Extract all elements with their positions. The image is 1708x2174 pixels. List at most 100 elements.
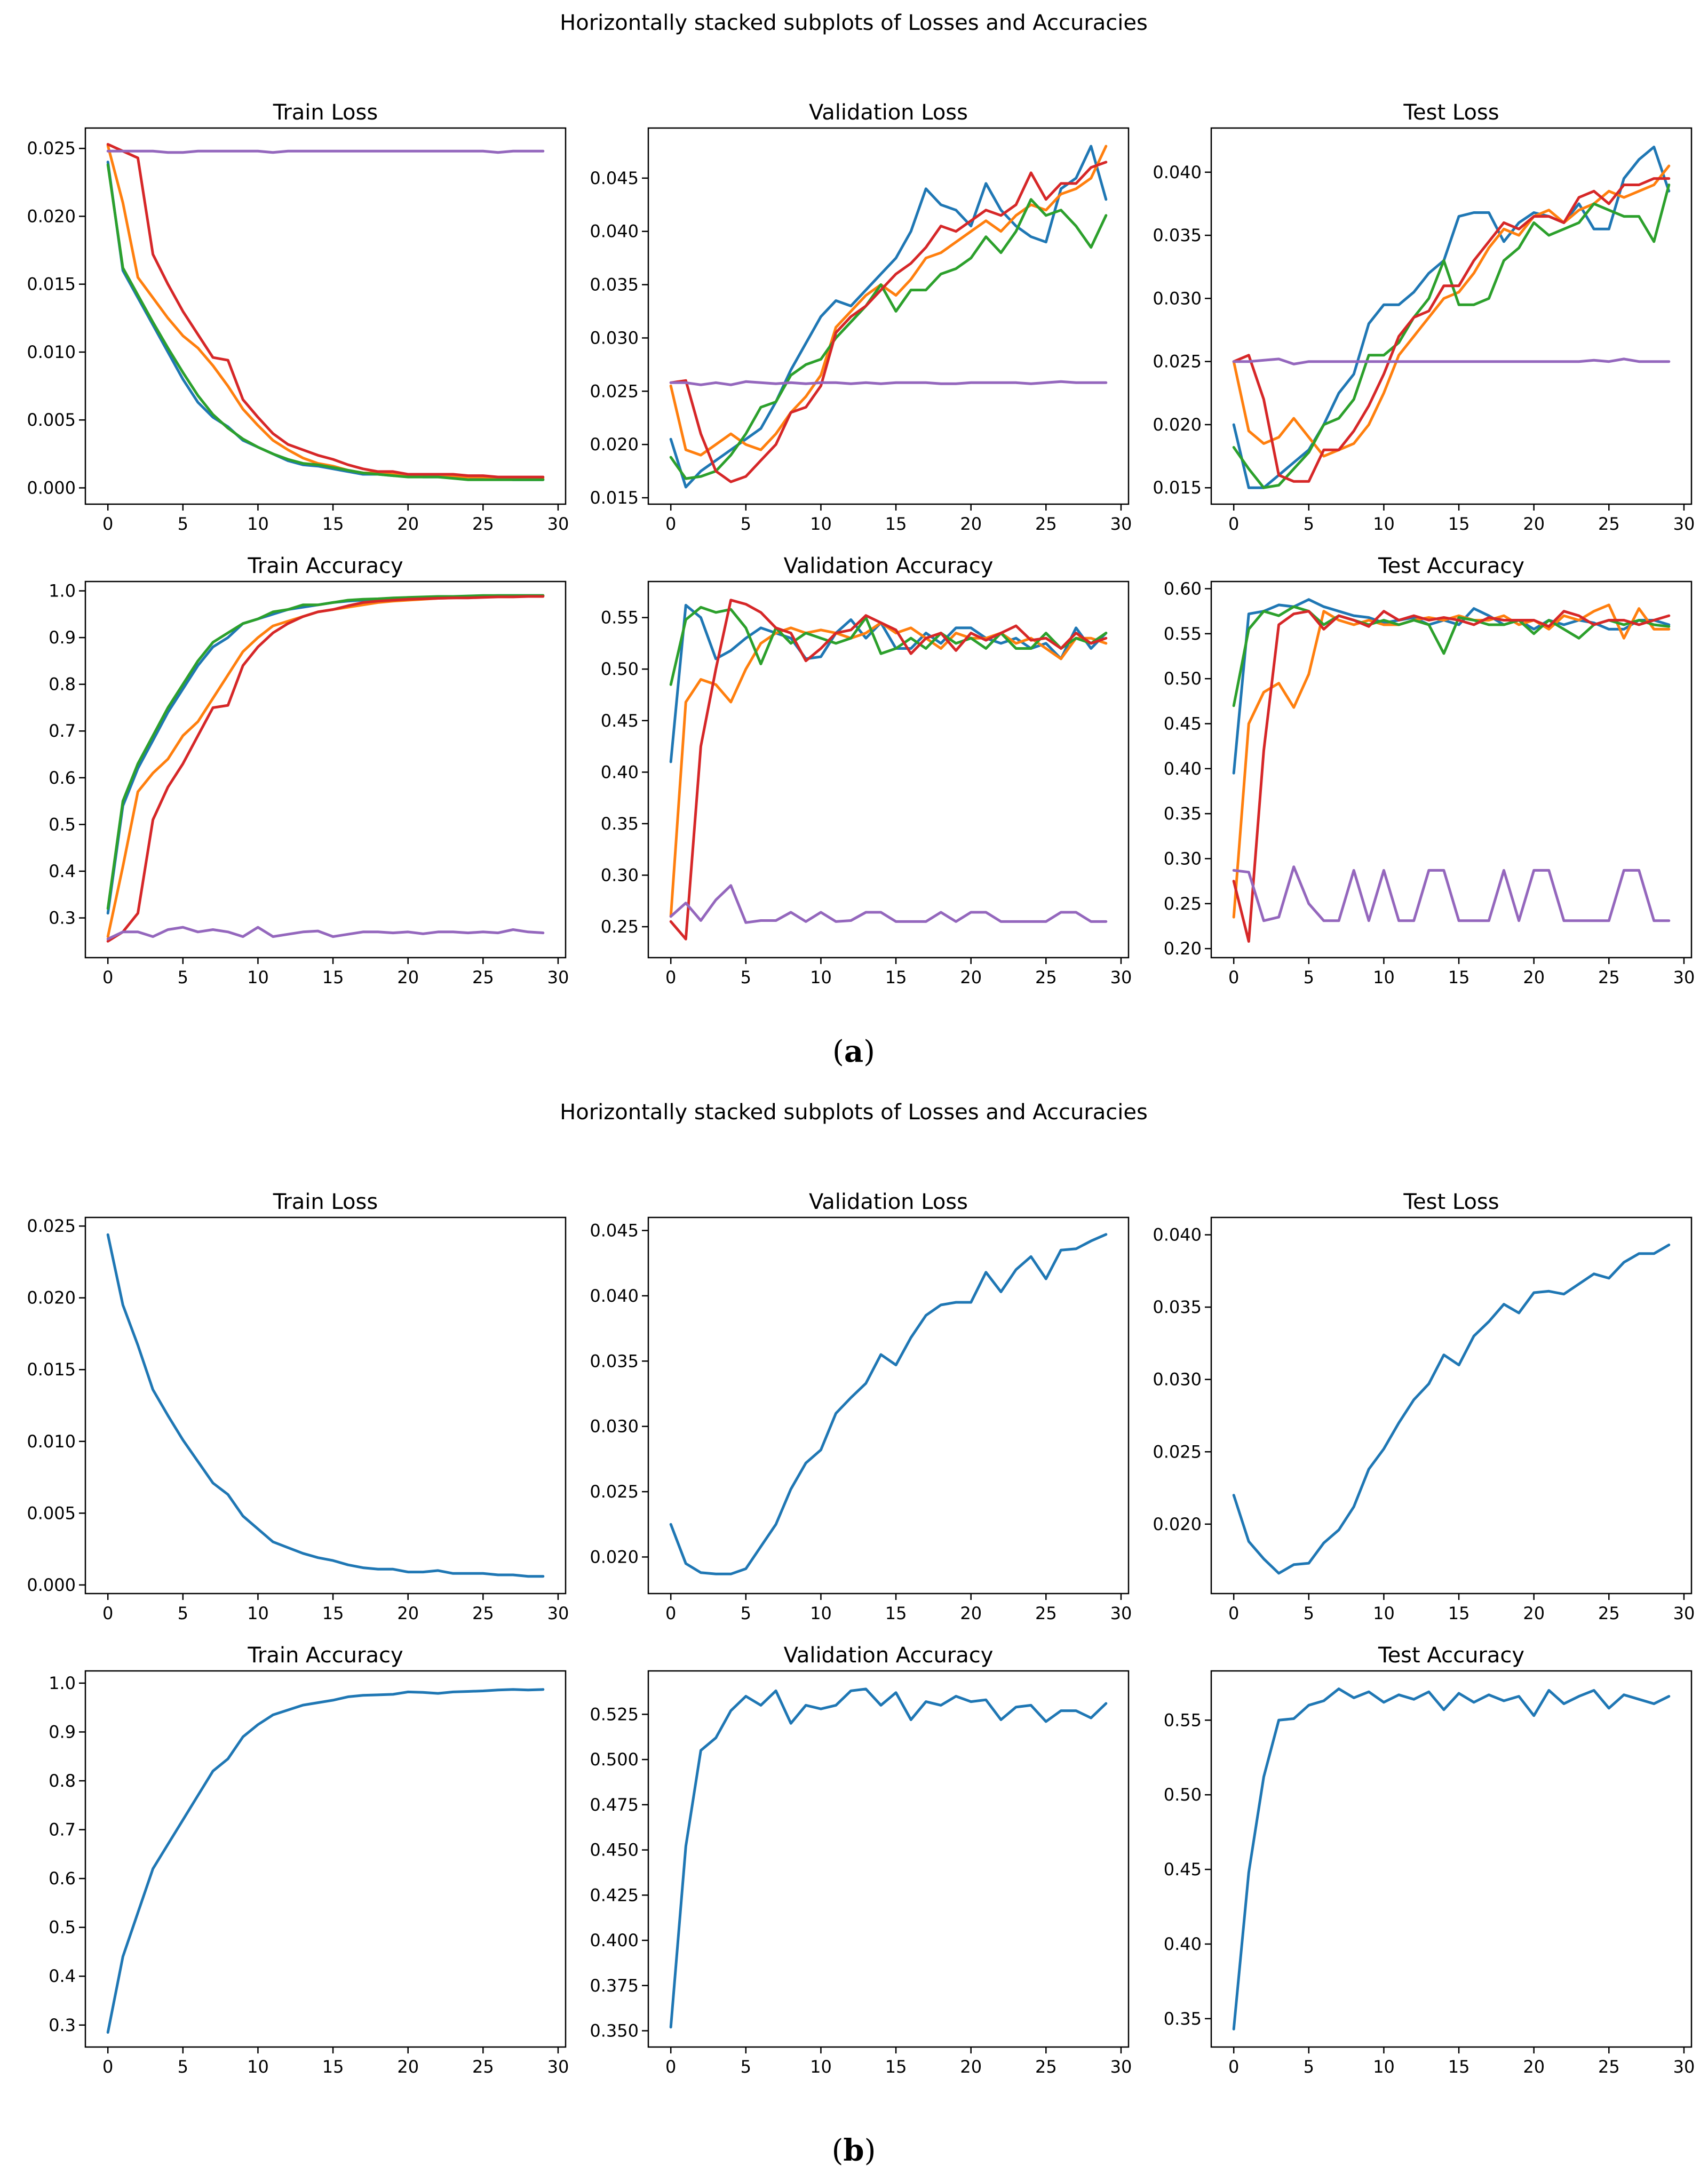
fig-b-validation-loss-xtick-label: 0 (665, 1603, 676, 1623)
fig-b-train-accuracy-axes-frame (84, 1670, 567, 2048)
fig-a-validation-loss-xtick-label: 15 (885, 514, 907, 534)
fig-a-validation-loss-ytick-label: 0.025 (590, 381, 639, 401)
fig-b-train-accuracy-xtick-label: 0 (102, 2057, 113, 2077)
fig-b-validation-accuracy-xtick-label: 5 (741, 2057, 751, 2077)
fig-b-validation-loss-line-run1 (669, 1233, 1108, 1575)
fig-b-validation-loss-xtick-label: 25 (1035, 1603, 1057, 1623)
fig-b-validation-accuracy-xtick-label: 15 (885, 2057, 907, 2077)
fig-b-validation-accuracy-subplot: Validation Accuracy 0 5 10 15 20 25 30 0.350 0.37… (590, 1643, 1132, 2077)
fig-a-test-loss-line-run2 (1232, 164, 1671, 458)
fig-a-validation-accuracy-ytick-label: 0.25 (601, 917, 639, 937)
fig-b-train-loss-xtick-label: 0 (102, 1603, 113, 1623)
fig-b-train-accuracy-xtick-label: 20 (397, 2057, 419, 2077)
fig-a-test-accuracy-ytick-label: 0.40 (1164, 759, 1202, 779)
fig-a-test-loss-ytick-label: 0.040 (1153, 162, 1202, 182)
figure-b-label-open: ( (832, 2133, 844, 2168)
figure-a-label-letter: a (844, 1034, 863, 1069)
fig-b-train-accuracy-ytick-label: 1.0 (49, 1673, 76, 1693)
fig-a-validation-accuracy-xtick-label: 10 (810, 967, 832, 988)
fig-b-validation-loss-ytick-label: 0.040 (590, 1286, 639, 1306)
fig-b-validation-accuracy-ytick-label: 0.350 (590, 2020, 639, 2041)
fig-b-test-loss-axes-frame (1210, 1216, 1693, 1595)
fig-a-validation-loss-xtick-label: 0 (665, 514, 676, 534)
fig-b-test-loss-xtick-label: 15 (1448, 1603, 1470, 1623)
fig-a-validation-accuracy-ytick-label: 0.55 (601, 608, 639, 628)
fig-a-validation-loss-ytick-label: 0.030 (590, 328, 639, 348)
fig-a-validation-loss-xtick-label: 5 (741, 514, 751, 534)
fig-a-validation-loss-xtick-label: 10 (810, 514, 832, 534)
fig-b-test-accuracy-line-run1 (1232, 1687, 1671, 2030)
fig-a-train-accuracy-ytick-label: 0.4 (49, 861, 76, 881)
fig-a-train-loss-axes-frame (84, 127, 567, 505)
fig-a-validation-accuracy-xtick-label: 20 (960, 967, 982, 988)
fig-a-test-accuracy-xtick-label: 25 (1598, 967, 1620, 988)
fig-a-train-loss-xtick-label: 0 (102, 514, 113, 534)
fig-a-train-loss-xtick-label: 25 (472, 514, 494, 534)
fig-b-test-accuracy-xtick-label: 25 (1598, 2057, 1620, 2077)
fig-b-validation-loss-ytick-label: 0.025 (590, 1482, 639, 1502)
fig-a-test-loss-line-run3 (1232, 184, 1671, 489)
fig-b-test-loss-xtick-label: 20 (1523, 1603, 1545, 1623)
fig-b-test-accuracy-title: Test Accuracy (1378, 1643, 1524, 1668)
figure-b-label: (b) (832, 2133, 876, 2168)
fig-b-train-loss-xtick-label: 15 (322, 1603, 344, 1623)
fig-b-train-accuracy-ytick-label: 0.4 (49, 1966, 76, 1986)
fig-b-train-accuracy-xtick-label: 15 (322, 2057, 344, 2077)
fig-a-test-accuracy-xtick-label: 0 (1228, 967, 1239, 988)
fig-a-validation-accuracy-subplot: Validation Accuracy 0 5 10 15 20 25 30 0.25 0.30 0… (601, 554, 1132, 988)
fig-b-train-loss-ytick-label: 0.025 (27, 1216, 76, 1236)
fig-a-test-loss-title: Test Loss (1403, 100, 1499, 125)
fig-a-test-loss-ytick-label: 0.025 (1153, 352, 1202, 372)
fig-a-train-accuracy-ytick-label: 0.7 (49, 721, 76, 741)
fig-a-train-accuracy-xtick-label: 0 (102, 967, 113, 988)
fig-a-validation-accuracy-ytick-label: 0.45 (601, 711, 639, 731)
fig-a-train-loss-title: Train Loss (273, 100, 378, 125)
fig-b-validation-loss-xtick-label: 30 (1110, 1603, 1132, 1623)
fig-a-validation-loss-line-run5 (669, 380, 1108, 386)
fig-a-test-loss-line-run4 (1232, 177, 1671, 483)
figure-a-label-close: ) (863, 1034, 875, 1069)
fig-b-train-loss-ytick-label: 0.000 (27, 1575, 76, 1595)
fig-a-test-accuracy-ytick-label: 0.20 (1164, 938, 1202, 959)
figure-b-title: Horizontally stacked subplots of Losses … (560, 1100, 1148, 1125)
fig-a-test-loss-xtick-label: 5 (1304, 514, 1314, 534)
fig-a-train-accuracy-line-run5 (106, 926, 545, 941)
fig-b-test-loss-ytick-label: 0.040 (1153, 1225, 1202, 1245)
fig-a-test-accuracy-ytick-label: 0.50 (1164, 668, 1202, 689)
fig-b-test-loss-line-run1 (1232, 1244, 1671, 1575)
fig-a-train-accuracy-xtick-label: 25 (472, 967, 494, 988)
fig-a-train-accuracy-ytick-label: 0.9 (49, 627, 76, 648)
fig-b-train-accuracy-ytick-label: 0.7 (49, 1820, 76, 1840)
fig-b-validation-accuracy-xtick-label: 25 (1035, 2057, 1057, 2077)
fig-a-train-loss-xtick-label: 30 (547, 514, 569, 534)
fig-b-validation-loss-xtick-label: 10 (810, 1603, 832, 1623)
figure-a-title: Horizontally stacked subplots of Losses … (560, 11, 1148, 35)
fig-a-test-accuracy-ytick-label: 0.45 (1164, 713, 1202, 734)
fig-b-test-accuracy-ytick-label: 0.40 (1164, 1934, 1202, 1954)
fig-a-validation-accuracy-line-run3 (669, 606, 1108, 686)
fig-a-validation-accuracy-xtick-label: 15 (885, 967, 907, 988)
fig-a-test-accuracy-ytick-label: 0.35 (1164, 803, 1202, 824)
fig-a-test-loss-axes-frame (1210, 127, 1693, 505)
fig-b-test-accuracy-subplot: Test Accuracy 0 5 10 15 20 25 30 0.35 0.40 0.45 0.5… (1164, 1643, 1695, 2077)
fig-b-validation-accuracy-ytick-label: 0.525 (590, 1704, 639, 1724)
fig-a-validation-loss-axes-frame (647, 127, 1130, 505)
fig-b-train-accuracy-ytick-label: 0.9 (49, 1722, 76, 1742)
fig-b-test-accuracy-xtick-label: 0 (1228, 2057, 1239, 2077)
fig-b-train-loss-xtick-label: 10 (247, 1603, 269, 1623)
fig-b-validation-loss-ytick-label: 0.020 (590, 1547, 639, 1567)
fig-a-validation-loss-ytick-label: 0.015 (590, 488, 639, 508)
fig-b-test-loss-xtick-label: 0 (1228, 1603, 1239, 1623)
fig-b-train-accuracy-subplot: Train Accuracy 0 5 10 15 20 25 30 0.3 0.4 0.5 0.6 0.… (49, 1643, 569, 2077)
fig-a-train-accuracy-ytick-label: 1.0 (49, 581, 76, 601)
fig-a-validation-loss-line-run1 (669, 145, 1108, 489)
fig-b-train-accuracy-line-run1 (106, 1688, 545, 2034)
fig-b-train-accuracy-ytick-label: 0.6 (49, 1868, 76, 1889)
fig-b-validation-loss-ytick-label: 0.045 (590, 1220, 639, 1240)
fig-a-test-loss-xtick-label: 10 (1373, 514, 1395, 534)
fig-b-validation-loss-subplot: Validation Loss 0 5 10 15 20 25 30 0.020 0.025 0.0… (590, 1190, 1132, 1623)
fig-a-train-loss-line-run3 (106, 163, 545, 481)
fig-a-test-loss-ytick-label: 0.035 (1153, 225, 1202, 245)
fig-b-validation-accuracy-ytick-label: 0.400 (590, 1930, 639, 1950)
